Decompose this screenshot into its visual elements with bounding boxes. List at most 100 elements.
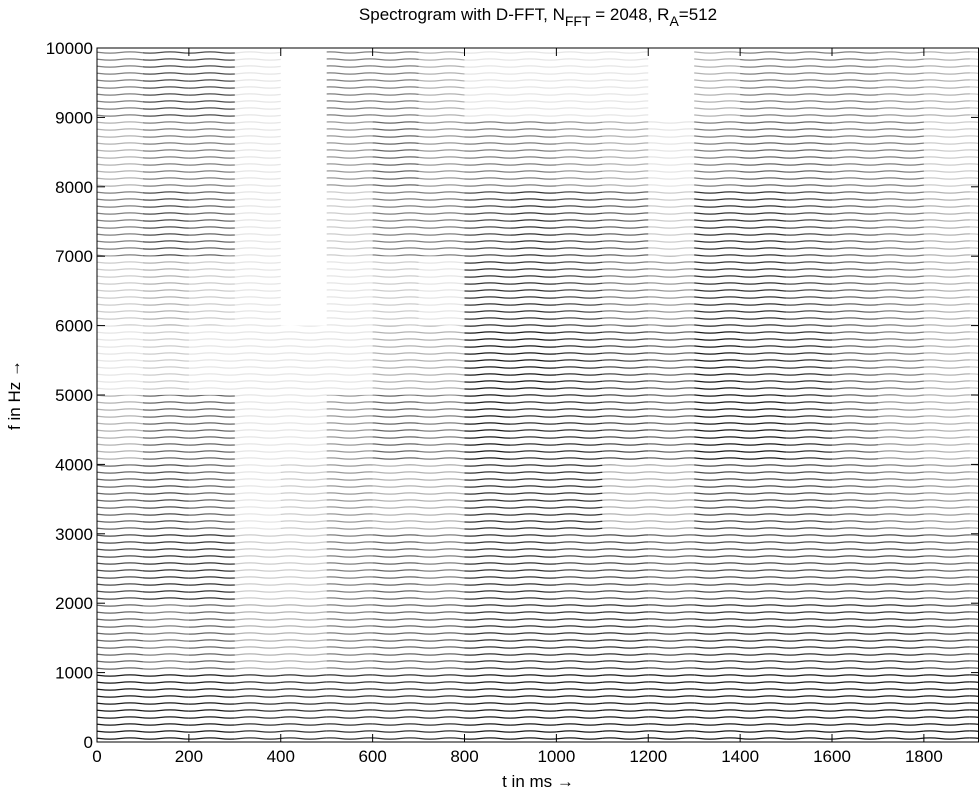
spectrogram-cell: [372, 117, 419, 187]
spectrogram-cell: [418, 533, 465, 604]
spectrogram-cell: [969, 533, 979, 604]
spectrogram-cell: [877, 672, 924, 742]
spectrogram-cell: [188, 256, 235, 326]
spectrogram-cell: [97, 256, 143, 326]
spectrogram-cell: [234, 603, 281, 673]
spectrogram-cell: [464, 672, 511, 742]
spectrogram-cell: [280, 395, 327, 465]
y-tick-label: 4000: [55, 455, 93, 474]
spectrogram-cell: [740, 603, 787, 673]
spectrogram-cell: [188, 603, 235, 673]
spectrogram-cell: [694, 48, 741, 118]
spectrogram-cell: [510, 533, 557, 604]
spectrogram-cell: [786, 186, 832, 257]
spectrogram-cell: [234, 533, 281, 604]
spectrogram-cell: [694, 186, 741, 257]
spectrogram-cell: [188, 117, 235, 187]
spectrogram-cell: [832, 325, 878, 395]
spectrogram-cell: [923, 672, 970, 742]
spectrogram-cell: [418, 672, 465, 742]
spectrogram-cell: [877, 533, 924, 604]
spectrogram-cell: [694, 672, 741, 742]
spectrogram-cell: [740, 464, 787, 534]
spectrogram-cell: [326, 325, 373, 395]
spectrogram-cell: [969, 48, 979, 118]
spectrogram-cell: [418, 117, 465, 187]
spectrogram-cell: [464, 256, 511, 326]
spectrogram-cell: [923, 533, 970, 604]
spectrogram-cell: [556, 395, 603, 465]
spectrogram-cell: [418, 395, 465, 465]
spectrogram-cell: [648, 256, 695, 326]
spectrogram-cell: [556, 603, 603, 673]
spectrogram-cell: [97, 603, 143, 673]
spectrogram-cell: [372, 533, 419, 604]
y-tick-label: 1000: [55, 664, 93, 683]
spectrogram-cell: [740, 256, 787, 326]
spectrogram-cell: [923, 48, 970, 118]
spectrogram-cell: [510, 603, 557, 673]
spectrogram-cell: [97, 186, 143, 257]
spectrogram-cell: [556, 533, 603, 604]
y-tick-label: 3000: [55, 525, 93, 544]
spectrogram-cell: [372, 186, 419, 257]
spectrogram-cell: [877, 464, 924, 534]
spectrogram-cell: [464, 395, 511, 465]
spectrogram-cell: [372, 395, 419, 465]
spectrogram-cell: [969, 603, 979, 673]
spectrogram-cell: [556, 464, 603, 534]
title-text: = 2048, R: [591, 5, 670, 24]
spectrogram-cell: [877, 395, 924, 465]
spectrogram-cell: [142, 672, 189, 742]
spectrogram-cell: [188, 186, 235, 257]
spectrogram-cell: [326, 464, 373, 534]
spectrogram-cell: [510, 325, 557, 395]
spectrogram-cell: [142, 603, 189, 673]
spectrogram-cells: [97, 48, 979, 742]
spectrogram-cell: [969, 117, 979, 187]
spectrogram-cell: [877, 256, 924, 326]
spectrogram-cell: [418, 48, 465, 118]
spectrogram-cell: [832, 117, 878, 187]
spectrogram-cell: [97, 533, 143, 604]
spectrogram-cell: [740, 325, 787, 395]
spectrogram-cell: [740, 533, 787, 604]
spectrogram-cell: [234, 672, 281, 742]
spectrogram-cell: [602, 672, 649, 742]
spectrogram-cell: [142, 395, 189, 465]
spectrogram-cell: [969, 672, 979, 742]
spectrogram-cell: [923, 603, 970, 673]
y-tick-label: 7000: [55, 247, 93, 266]
spectrogram-cell: [188, 533, 235, 604]
x-tick-label: 1200: [629, 747, 667, 766]
spectrogram-cell: [556, 48, 603, 118]
spectrogram-cell: [877, 48, 924, 118]
spectrogram-cell: [418, 325, 465, 395]
spectrogram-cell: [326, 48, 373, 118]
title-subscript: FFT: [565, 13, 591, 29]
x-tick-label: 1400: [721, 747, 759, 766]
spectrogram-cell: [602, 325, 649, 395]
x-axis-label: t in ms →: [502, 772, 574, 791]
spectrogram-cell: [464, 48, 511, 118]
spectrogram-cell: [418, 603, 465, 673]
spectrogram-cell: [280, 603, 327, 673]
spectrogram-cell: [188, 464, 235, 534]
spectrogram-cell: [281, 187, 327, 256]
spectrogram-cell: [740, 186, 787, 257]
spectrogram-cell: [923, 186, 970, 257]
spectrogram-cell: [418, 464, 465, 534]
spectrogram-cell: [786, 603, 832, 673]
spectrogram-cell: [694, 603, 741, 673]
spectrogram-cell: [234, 464, 281, 534]
spectrogram-cell: [923, 117, 970, 187]
spectrogram-cell: [969, 325, 979, 395]
x-tick-label: 1800: [905, 747, 943, 766]
spectrogram-cell: [510, 256, 557, 326]
spectrogram-cell: [648, 48, 694, 117]
chart-title: Spectrogram with D-FFT, NFFT = 2048, RA=…: [359, 5, 717, 29]
spectrogram-cell: [832, 464, 878, 534]
spectrogram-cell: [372, 48, 419, 118]
spectrogram-cell: [694, 256, 741, 326]
